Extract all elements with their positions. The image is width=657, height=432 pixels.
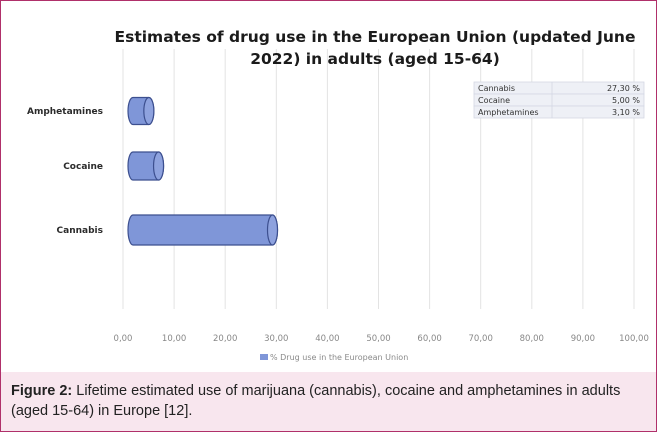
table-label: Cannabis [478, 84, 515, 93]
category-label: Cocaine [63, 162, 103, 172]
caption-body: Lifetime estimated use of marijuana (can… [11, 383, 621, 419]
table-row: Cocaine 5,00 % [473, 93, 645, 107]
chart-area: Estimates of drug use in the European Un… [9, 9, 650, 370]
table-value: 3,10 % [612, 108, 640, 117]
table-row: Cannabis 27,30 % [473, 81, 645, 95]
x-tick-labels: 0,00 10,00 20,00 30,00 40,00 50,00 60,00 70,00 8… [114, 334, 649, 344]
legend: % Drug use in the European Union [260, 353, 408, 362]
table-value: 5,00 % [612, 96, 640, 105]
x-tick-label: 30,00 [264, 334, 288, 344]
x-tick-label: 50,00 [366, 334, 390, 344]
table-cell [473, 105, 645, 119]
legend-swatch [260, 354, 268, 360]
table-label: Cocaine [478, 96, 510, 105]
table-row: Amphetamines 3,10 % [473, 105, 645, 119]
category-label: Amphetamines [27, 107, 103, 117]
x-tick-label: 80,00 [520, 334, 544, 344]
bar-cannabis [127, 214, 279, 246]
chart-title-line-2: 2022) in adults (aged 15-64) [250, 50, 500, 68]
bar-cap [152, 151, 165, 181]
bar-chart: Estimates of drug use in the European Un… [27, 28, 649, 362]
x-tick-label: 70,00 [469, 334, 493, 344]
bar-cap [143, 96, 155, 126]
x-tick-label: 40,00 [315, 334, 339, 344]
caption-label: Figure 2: [11, 383, 73, 399]
x-tick-label: 90,00 [571, 334, 595, 344]
x-tick-label: 0,00 [114, 334, 133, 344]
x-tick-label: 60,00 [417, 334, 441, 344]
category-labels: Amphetamines Cocaine Cannabis [27, 107, 103, 236]
data-table: Cannabis 27,30 %Cocaine 5,00 %Amphetamines… [473, 81, 645, 119]
table-label: Amphetamines [478, 108, 539, 117]
bar-body [127, 214, 279, 246]
category-label: Cannabis [57, 226, 103, 236]
bar-amphetamines [127, 96, 155, 126]
caption-text: Figure 2: Lifetime estimated use of mari… [11, 381, 646, 421]
x-tick-label: 100,00 [619, 334, 649, 344]
x-tick-label: 10,00 [162, 334, 186, 344]
x-tick-label: 20,00 [213, 334, 237, 344]
bars [127, 96, 279, 246]
bar-cap [266, 214, 279, 246]
table-value: 27,30 % [607, 84, 640, 93]
figure-caption: Figure 2: Lifetime estimated use of mari… [1, 372, 656, 431]
legend-label: % Drug use in the European Union [270, 353, 408, 362]
bar-cocaine [127, 151, 165, 181]
chart-title-line-1: Estimates of drug use in the European Un… [115, 28, 636, 46]
